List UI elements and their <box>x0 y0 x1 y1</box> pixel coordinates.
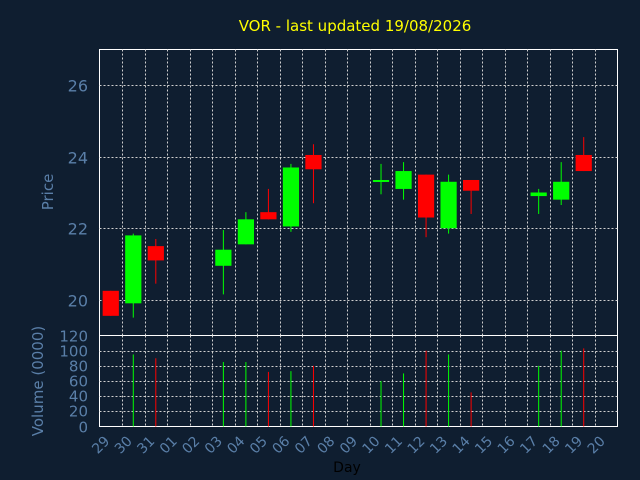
x-tick-label: 14 <box>450 433 474 457</box>
price-tick-labels: 20 22 24 26 <box>68 77 88 311</box>
x-tick-label: 17 <box>517 433 541 457</box>
x-tick-label: 05 <box>247 433 271 457</box>
x-tick-label: 30 <box>112 433 136 457</box>
price-panel: 20 22 24 26 <box>68 49 618 336</box>
x-tick-label: 20 <box>585 433 609 457</box>
x-tick-label: 02 <box>179 433 203 457</box>
volume-tick-label: 120 <box>59 328 88 346</box>
candle <box>282 163 300 232</box>
x-tick-label: 29 <box>89 433 113 457</box>
candle-body <box>305 154 322 170</box>
candle <box>530 188 547 214</box>
x-tick-label: 31 <box>134 433 158 457</box>
volume-grid <box>99 335 618 427</box>
candle <box>260 188 277 220</box>
candle <box>417 174 435 238</box>
x-tick-label: 13 <box>427 433 451 457</box>
x-tick-label: 19 <box>562 433 586 457</box>
x-tick-label: 15 <box>472 433 496 457</box>
candle <box>463 179 480 214</box>
candle-body <box>215 249 232 266</box>
candle-body <box>260 212 277 220</box>
x-tick-label: 04 <box>224 433 248 457</box>
chart-title: VOR - last updated 19/08/2026 <box>239 17 472 35</box>
candle <box>215 230 232 295</box>
x-tick-label: 08 <box>315 433 339 457</box>
candle <box>395 162 412 200</box>
candles <box>102 137 592 318</box>
x-tick-labels: 2930310102030405060708091011121314151617… <box>89 433 608 457</box>
candle <box>237 212 254 245</box>
volume-tick-label: 80 <box>69 358 88 376</box>
volume-tick-label: 0 <box>78 419 88 437</box>
price-tick-label: 26 <box>68 77 88 96</box>
x-tick-label: 03 <box>202 433 226 457</box>
x-tick-label: 11 <box>382 433 406 457</box>
x-tick-label: 06 <box>269 433 293 457</box>
volume-tick-label: 40 <box>69 388 88 406</box>
candle <box>102 290 119 316</box>
x-tick-label: 10 <box>360 433 384 457</box>
x-axis-label: Day <box>333 460 361 476</box>
candle-body <box>102 290 119 316</box>
price-tick-label: 20 <box>68 292 88 311</box>
candle-body <box>125 235 142 304</box>
x-tick-label: 16 <box>495 433 519 457</box>
candle <box>440 174 457 234</box>
volume-tick-label: 100 <box>59 343 88 361</box>
y-axis-label: Price <box>39 174 57 211</box>
candle-body <box>530 192 547 197</box>
price-tick-label: 22 <box>68 220 88 239</box>
candle-body <box>395 171 412 189</box>
candle <box>553 162 570 206</box>
candle-body <box>575 154 592 172</box>
candle-body <box>237 219 254 245</box>
x-tick-label: 09 <box>337 433 361 457</box>
volume-tick-label: 60 <box>69 373 88 391</box>
volume-bars <box>132 348 585 427</box>
candle-body <box>553 181 570 200</box>
volume-axis-label: Volume (0000) <box>29 326 47 436</box>
candle-body <box>417 174 435 218</box>
candle-body <box>372 179 390 182</box>
volume-tick-label: 20 <box>69 403 88 421</box>
candle-body <box>147 246 164 261</box>
x-tick-label: 18 <box>540 433 564 457</box>
candle <box>147 238 164 284</box>
candle <box>372 163 390 195</box>
candle <box>575 137 592 172</box>
x-tick-label: 01 <box>157 433 181 457</box>
candle <box>125 233 142 318</box>
candle-body <box>463 179 480 191</box>
candle <box>305 144 322 204</box>
x-tick-label: 12 <box>405 433 429 457</box>
x-tick-label: 07 <box>292 433 316 457</box>
price-tick-label: 24 <box>68 149 88 168</box>
candle-body <box>440 181 457 229</box>
candle-body <box>282 167 300 227</box>
